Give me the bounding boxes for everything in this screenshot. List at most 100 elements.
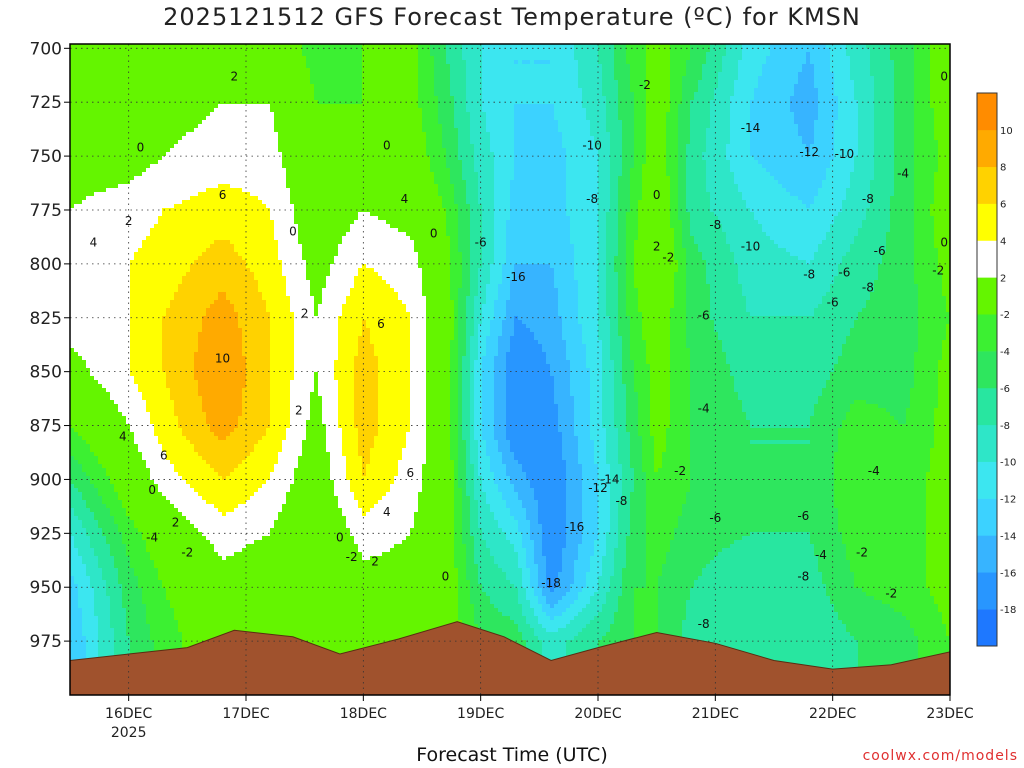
- field-cell: [126, 524, 131, 529]
- field-cell: [134, 368, 139, 373]
- field-cell: [146, 412, 151, 417]
- field-cell: [162, 148, 167, 153]
- field-cell: [98, 444, 103, 449]
- field-cell: [86, 340, 91, 345]
- field-cell: [114, 256, 119, 261]
- field-cell: [174, 564, 179, 569]
- field-cell: [190, 456, 195, 461]
- field-cell: [166, 124, 171, 129]
- field-cell: [150, 408, 155, 413]
- field-cell: [182, 92, 187, 97]
- field-cell: [118, 396, 123, 401]
- field-cell: [74, 240, 79, 245]
- field-cell: [70, 400, 75, 405]
- field-cell: [150, 360, 155, 365]
- field-cell: [70, 228, 75, 233]
- field-cell: [170, 616, 175, 621]
- field-cell: [70, 116, 75, 121]
- field-cell: [94, 248, 99, 253]
- field-cell: [134, 412, 139, 417]
- field-cell: [154, 584, 159, 589]
- field-cell: [94, 324, 99, 329]
- field-cell: [94, 516, 99, 521]
- field-cell: [150, 352, 155, 357]
- field-cell: [122, 356, 127, 361]
- field-cell: [98, 248, 103, 253]
- field-cell: [74, 652, 79, 657]
- field-cell: [114, 260, 119, 265]
- field-cell: [138, 72, 143, 77]
- field-cell: [90, 212, 95, 217]
- field-cell: [90, 384, 95, 389]
- field-cell: [70, 456, 75, 461]
- field-cell: [106, 140, 111, 145]
- field-cell: [82, 184, 87, 189]
- field-cell: [110, 208, 115, 213]
- field-cell: [174, 336, 179, 341]
- field-cell: [154, 340, 159, 345]
- field-cell: [114, 648, 119, 653]
- field-cell: [146, 620, 151, 625]
- field-cell: [162, 420, 167, 425]
- field-cell: [82, 104, 87, 109]
- field-cell: [178, 460, 183, 465]
- field-cell: [158, 336, 163, 341]
- field-cell: [150, 476, 155, 481]
- field-cell: [130, 460, 135, 465]
- field-cell: [98, 96, 103, 101]
- field-cell: [150, 96, 155, 101]
- field-cell: [114, 88, 119, 93]
- field-cell: [118, 404, 123, 409]
- field-cell: [102, 244, 107, 249]
- field-cell: [90, 368, 95, 373]
- field-cell: [182, 48, 187, 53]
- field-cell: [78, 584, 83, 589]
- field-cell: [78, 192, 83, 197]
- field-cell: [102, 352, 107, 357]
- field-cell: [90, 324, 95, 329]
- field-cell: [174, 132, 179, 137]
- field-cell: [158, 624, 163, 629]
- field-cell: [190, 144, 195, 149]
- field-cell: [182, 220, 187, 225]
- field-cell: [186, 196, 191, 201]
- field-cell: [126, 620, 131, 625]
- field-cell: [138, 296, 143, 301]
- field-cell: [150, 528, 155, 533]
- field-cell: [78, 164, 83, 169]
- field-cell: [170, 556, 175, 561]
- field-cell: [102, 388, 107, 393]
- field-cell: [158, 84, 163, 89]
- field-cell: [90, 616, 95, 621]
- field-cell: [174, 92, 179, 97]
- field-cell: [126, 356, 131, 361]
- field-cell: [74, 648, 79, 653]
- field-cell: [130, 504, 135, 509]
- field-cell: [118, 536, 123, 541]
- field-cell: [86, 56, 91, 61]
- field-cell: [82, 120, 87, 125]
- field-cell: [138, 168, 143, 173]
- field-cell: [166, 500, 171, 505]
- field-cell: [134, 304, 139, 309]
- field-cell: [94, 76, 99, 81]
- field-cell: [86, 416, 91, 421]
- field-cell: [154, 592, 159, 597]
- field-cell: [150, 332, 155, 337]
- field-cell: [82, 136, 87, 141]
- field-cell: [146, 328, 151, 333]
- field-cell: [70, 132, 75, 137]
- field-cell: [70, 52, 75, 57]
- field-cell: [186, 324, 191, 329]
- field-cell: [190, 56, 195, 61]
- field-cell: [82, 460, 87, 465]
- field-cell: [126, 516, 131, 521]
- field-cell: [166, 264, 171, 269]
- field-cell: [162, 448, 167, 453]
- field-cell: [86, 408, 91, 413]
- field-cell: [138, 248, 143, 253]
- field-cell: [106, 424, 111, 429]
- field-cell: [182, 572, 187, 577]
- field-cell: [118, 464, 123, 469]
- field-cell: [98, 404, 103, 409]
